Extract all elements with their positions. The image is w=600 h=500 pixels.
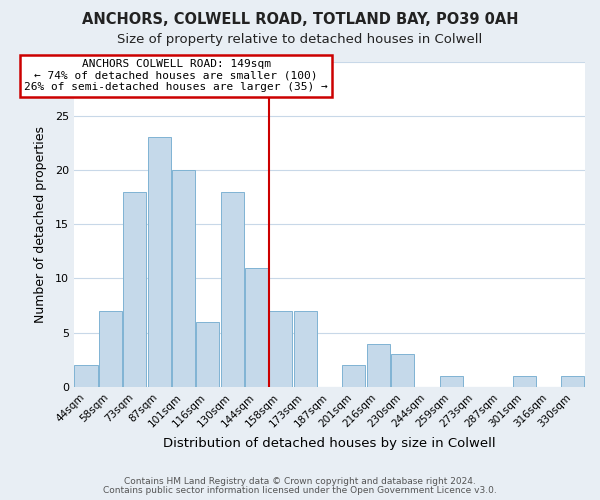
Text: ANCHORS COLWELL ROAD: 149sqm
← 74% of detached houses are smaller (100)
26% of s: ANCHORS COLWELL ROAD: 149sqm ← 74% of de… xyxy=(24,59,328,92)
Bar xyxy=(172,170,195,387)
Text: Size of property relative to detached houses in Colwell: Size of property relative to detached ho… xyxy=(118,32,482,46)
Bar xyxy=(342,366,365,387)
Y-axis label: Number of detached properties: Number of detached properties xyxy=(34,126,47,322)
Bar xyxy=(74,366,98,387)
Bar xyxy=(123,192,146,387)
Bar xyxy=(99,311,122,387)
Bar xyxy=(561,376,584,387)
Bar xyxy=(196,322,220,387)
Bar xyxy=(512,376,536,387)
Bar xyxy=(245,268,268,387)
Bar xyxy=(269,311,292,387)
Bar xyxy=(293,311,317,387)
Bar xyxy=(148,138,170,387)
Bar xyxy=(221,192,244,387)
Text: Contains HM Land Registry data © Crown copyright and database right 2024.: Contains HM Land Registry data © Crown c… xyxy=(124,477,476,486)
Text: Contains public sector information licensed under the Open Government Licence v3: Contains public sector information licen… xyxy=(103,486,497,495)
Bar xyxy=(391,354,414,387)
Bar xyxy=(440,376,463,387)
X-axis label: Distribution of detached houses by size in Colwell: Distribution of detached houses by size … xyxy=(163,437,496,450)
Bar xyxy=(367,344,389,387)
Text: ANCHORS, COLWELL ROAD, TOTLAND BAY, PO39 0AH: ANCHORS, COLWELL ROAD, TOTLAND BAY, PO39… xyxy=(82,12,518,28)
